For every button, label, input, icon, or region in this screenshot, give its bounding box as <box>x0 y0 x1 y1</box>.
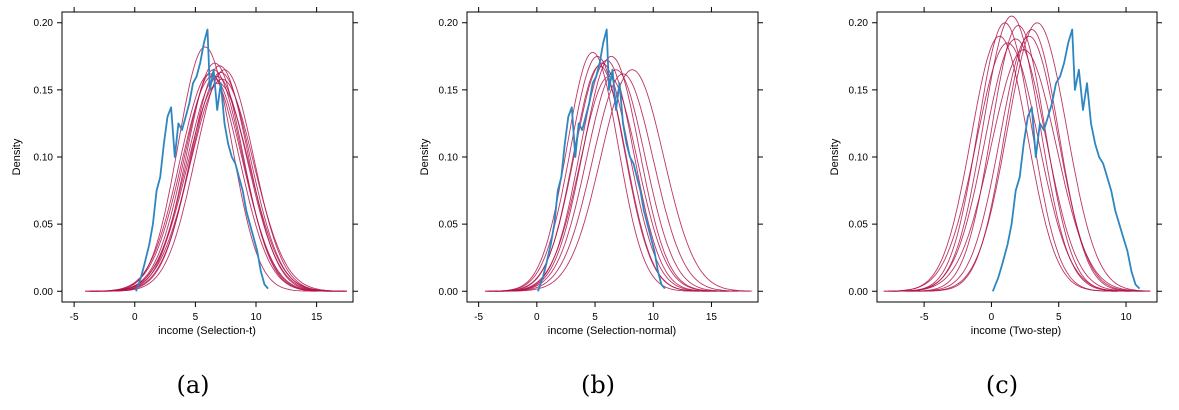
x-tick-label-b-1: 0 <box>534 312 540 323</box>
y-tick-label-c-4: 0.20 <box>849 18 869 29</box>
y-tick-label-b-3: 0.15 <box>439 85 459 96</box>
replicate-curve-a-7 <box>102 69 347 292</box>
x-tick-label-c-3: 10 <box>1120 312 1132 323</box>
replicate-curve-b-5 <box>493 69 739 292</box>
replicate-curve-c-7 <box>888 49 1151 292</box>
y-tick-label-a-2: 0.10 <box>34 153 54 164</box>
x-tick-label-c-2: 5 <box>1056 312 1062 323</box>
replicate-curve-b-0 <box>485 51 701 292</box>
replicate-curve-c-5 <box>883 42 1138 292</box>
x-tick-label-c-1: 0 <box>989 312 995 323</box>
ylabel-c: Density <box>829 138 841 175</box>
x-tick-label-a-3: 10 <box>250 312 262 323</box>
replicate-curve-a-5 <box>97 62 332 292</box>
x-tick-label-a-2: 5 <box>193 312 199 323</box>
panel-b: Density income (Selection-normal) (b) -5… <box>419 7 763 399</box>
replicate-curve-b-1 <box>484 55 710 292</box>
plot-frame-a <box>61 11 354 303</box>
replicate-curve-b-9 <box>489 75 729 292</box>
replicate-curve-b-4 <box>494 55 729 292</box>
replicate-curve-b-3 <box>494 59 720 292</box>
plot-frame-b <box>466 11 759 303</box>
panel-a: Density income (Selection-t) (a) -5 0 5 10 1… <box>11 7 358 399</box>
x-tick-label-b-4: 15 <box>706 312 718 323</box>
replicate-curve-b-6 <box>495 73 751 292</box>
x-tick-label-b-0: -5 <box>474 312 483 323</box>
replicate-curve-c-9 <box>888 38 1143 292</box>
replicate-curve-a-2 <box>100 65 340 292</box>
xlabel-c: income (Two-step) <box>971 325 1061 337</box>
panel-caption-b: (b) <box>581 371 615 399</box>
observed-curve-c <box>991 28 1141 292</box>
y-tick-label-b-0: 0.00 <box>439 287 459 298</box>
replicate-curve-c-6 <box>883 35 1119 292</box>
ylabel-b: Density <box>419 138 431 175</box>
x-tick-label-b-3: 10 <box>648 312 660 323</box>
x-tick-label-b-2: 5 <box>592 312 598 323</box>
ylabel-a: Density <box>11 138 23 175</box>
y-tick-label-a-0: 0.00 <box>34 287 54 298</box>
replicate-curve-a-6 <box>93 46 318 292</box>
replicate-curve-a-8 <box>88 82 347 292</box>
replicate-curve-c-4 <box>912 22 1151 292</box>
y-tick-label-b-2: 0.10 <box>439 153 459 164</box>
observed-curve-b <box>537 28 666 292</box>
replicate-curve-c-3 <box>907 35 1151 292</box>
replicate-curve-c-0 <box>891 22 1118 292</box>
panel-caption-a: (a) <box>176 371 209 399</box>
y-tick-label-c-3: 0.15 <box>849 85 869 96</box>
y-tick-label-a-4: 0.20 <box>34 18 54 29</box>
x-tick-label-a-0: -5 <box>70 312 79 323</box>
y-tick-label-b-1: 0.05 <box>439 220 459 231</box>
xlabel-a: income (Selection-t) <box>158 325 256 337</box>
y-tick-label-a-3: 0.15 <box>34 85 54 96</box>
y-tick-label-b-4: 0.20 <box>439 18 459 29</box>
panel-c: Density income (Two-step) (c) -5 0 5 10 0.00… <box>829 7 1162 399</box>
xlabel-b: income (Selection-normal) <box>548 325 676 337</box>
replicate-curve-a-0 <box>91 69 336 292</box>
replicate-curve-b-2 <box>487 62 717 292</box>
replicate-curve-a-4 <box>89 78 347 292</box>
replicate-curve-c-2 <box>905 24 1132 292</box>
panel-caption-c: (c) <box>986 371 1018 399</box>
x-tick-label-a-4: 15 <box>311 312 323 323</box>
x-tick-label-c-0: -5 <box>920 312 929 323</box>
y-tick-label-c-2: 0.10 <box>849 153 869 164</box>
observed-curve-a <box>135 28 269 292</box>
replicate-curve-c-8 <box>918 29 1145 292</box>
y-tick-label-a-1: 0.05 <box>34 220 54 231</box>
replicate-curve-a-3 <box>85 73 335 292</box>
replicate-curve-b-7 <box>500 69 753 292</box>
replicate-curve-a-9 <box>85 75 340 292</box>
replicate-curve-a-10 <box>96 71 346 292</box>
y-tick-label-c-0: 0.00 <box>849 287 869 298</box>
x-tick-label-a-1: 0 <box>132 312 138 323</box>
y-tick-label-c-1: 0.05 <box>849 220 869 231</box>
replicate-curve-b-8 <box>489 65 710 292</box>
